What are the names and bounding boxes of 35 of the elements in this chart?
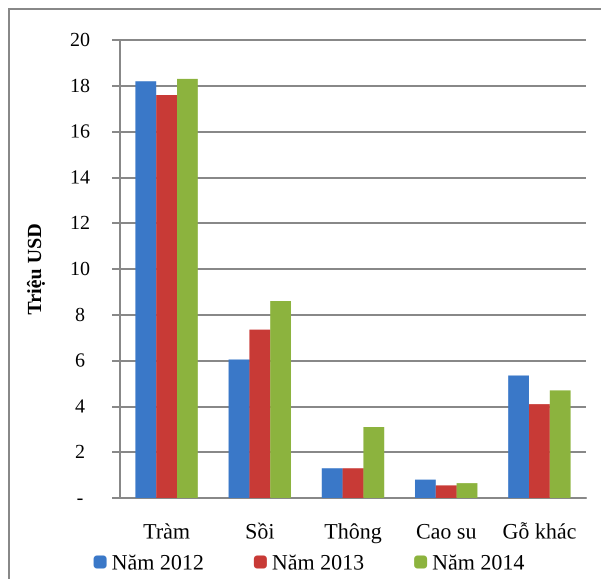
legend-label: Năm 2013 <box>272 550 364 574</box>
bar <box>528 404 550 498</box>
y-axis-title: Triệu USD <box>24 223 46 315</box>
y-tick-label: 8 <box>75 304 85 326</box>
x-tick-label: Cao su <box>416 518 476 544</box>
y-tick-label: - <box>76 487 84 509</box>
y-tick-label: 16 <box>70 120 90 143</box>
bar <box>249 330 270 498</box>
bar <box>414 480 436 498</box>
bar <box>550 390 571 498</box>
y-tick-label: 14 <box>70 166 90 188</box>
bar <box>156 94 178 498</box>
legend-label: Năm 2012 <box>112 550 204 574</box>
y-tick-label: 12 <box>70 212 90 234</box>
bar <box>436 485 457 498</box>
bar <box>342 468 364 498</box>
y-tick-label: 20 <box>70 29 90 51</box>
bar <box>363 427 384 498</box>
bar <box>270 301 292 498</box>
x-tick-label: Sồi <box>245 518 274 544</box>
bar <box>322 468 343 498</box>
legend-label: Năm 2014 <box>432 550 524 574</box>
bar <box>177 78 198 498</box>
y-tick-label: 10 <box>70 258 90 280</box>
x-tick-label: Tràm <box>143 518 190 544</box>
y-tick-label: 4 <box>75 395 85 418</box>
bar <box>228 359 250 498</box>
bar <box>508 375 529 498</box>
bar <box>135 81 156 498</box>
y-tick-label: 2 <box>75 441 85 464</box>
bar <box>456 483 478 498</box>
y-tick-label: 6 <box>75 350 85 372</box>
x-tick-label: Thông <box>324 518 382 544</box>
y-tick-label: 18 <box>70 74 90 97</box>
x-tick-label: Gỗ khác <box>502 518 577 544</box>
